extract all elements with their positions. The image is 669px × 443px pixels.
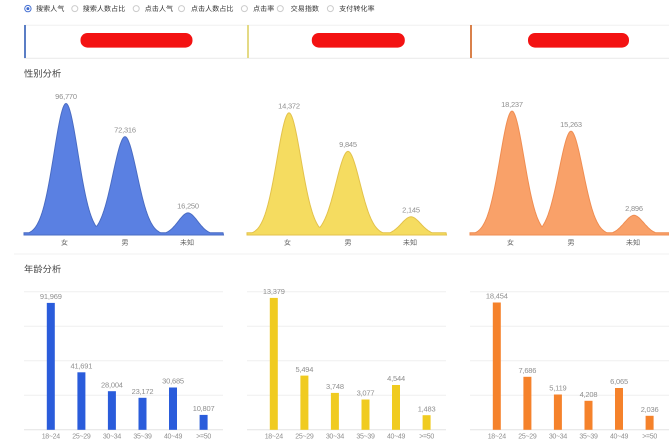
svg-text:72,316: 72,316 bbox=[114, 126, 136, 135]
svg-text:16,250: 16,250 bbox=[177, 202, 199, 211]
svg-text:2,036: 2,036 bbox=[641, 405, 659, 414]
svg-text:18~24: 18~24 bbox=[488, 434, 507, 441]
svg-text:18,237: 18,237 bbox=[501, 100, 523, 109]
svg-text:>=50: >=50 bbox=[196, 434, 211, 441]
svg-text:2,896: 2,896 bbox=[625, 204, 643, 213]
svg-text:4,208: 4,208 bbox=[580, 390, 598, 399]
svg-text:23,172: 23,172 bbox=[132, 387, 154, 396]
svg-text:25~29: 25~29 bbox=[295, 434, 314, 441]
svg-text:4,544: 4,544 bbox=[387, 374, 405, 383]
svg-text:40~49: 40~49 bbox=[387, 434, 406, 441]
svg-text:>=50: >=50 bbox=[419, 434, 434, 441]
svg-text:30~34: 30~34 bbox=[326, 434, 345, 441]
svg-text:25~29: 25~29 bbox=[518, 434, 537, 441]
svg-text:2,145: 2,145 bbox=[402, 206, 420, 215]
svg-text:30~34: 30~34 bbox=[103, 434, 122, 441]
svg-text:5,119: 5,119 bbox=[549, 384, 566, 393]
svg-text:40~49: 40~49 bbox=[164, 434, 183, 441]
svg-text:91,969: 91,969 bbox=[40, 292, 62, 301]
svg-text:35~39: 35~39 bbox=[579, 434, 598, 441]
svg-text:7,686: 7,686 bbox=[518, 366, 536, 375]
svg-text:18~24: 18~24 bbox=[42, 434, 61, 441]
svg-text:14,372: 14,372 bbox=[278, 102, 300, 111]
svg-text:5,494: 5,494 bbox=[295, 365, 313, 374]
svg-text:35~39: 35~39 bbox=[356, 434, 375, 441]
svg-text:13,379: 13,379 bbox=[263, 287, 285, 296]
svg-text:28,004: 28,004 bbox=[101, 380, 123, 389]
svg-text:25~29: 25~29 bbox=[72, 434, 91, 441]
svg-text:30~34: 30~34 bbox=[549, 434, 568, 441]
svg-text:30,685: 30,685 bbox=[162, 377, 184, 386]
svg-text:35~39: 35~39 bbox=[133, 434, 152, 441]
svg-text:9,845: 9,845 bbox=[339, 140, 357, 149]
svg-text:96,770: 96,770 bbox=[55, 92, 77, 101]
svg-text:3,748: 3,748 bbox=[326, 382, 344, 391]
svg-text:18~24: 18~24 bbox=[265, 434, 284, 441]
svg-text:>=50: >=50 bbox=[642, 434, 657, 441]
svg-text:3,077: 3,077 bbox=[357, 389, 375, 398]
svg-text:1,483: 1,483 bbox=[418, 404, 436, 413]
svg-text:41,691: 41,691 bbox=[70, 361, 92, 370]
svg-text:10,807: 10,807 bbox=[193, 404, 215, 413]
svg-text:15,263: 15,263 bbox=[560, 120, 582, 129]
svg-text:6,065: 6,065 bbox=[610, 377, 628, 386]
svg-text:40~49: 40~49 bbox=[610, 434, 629, 441]
svg-text:18,454: 18,454 bbox=[486, 292, 508, 301]
